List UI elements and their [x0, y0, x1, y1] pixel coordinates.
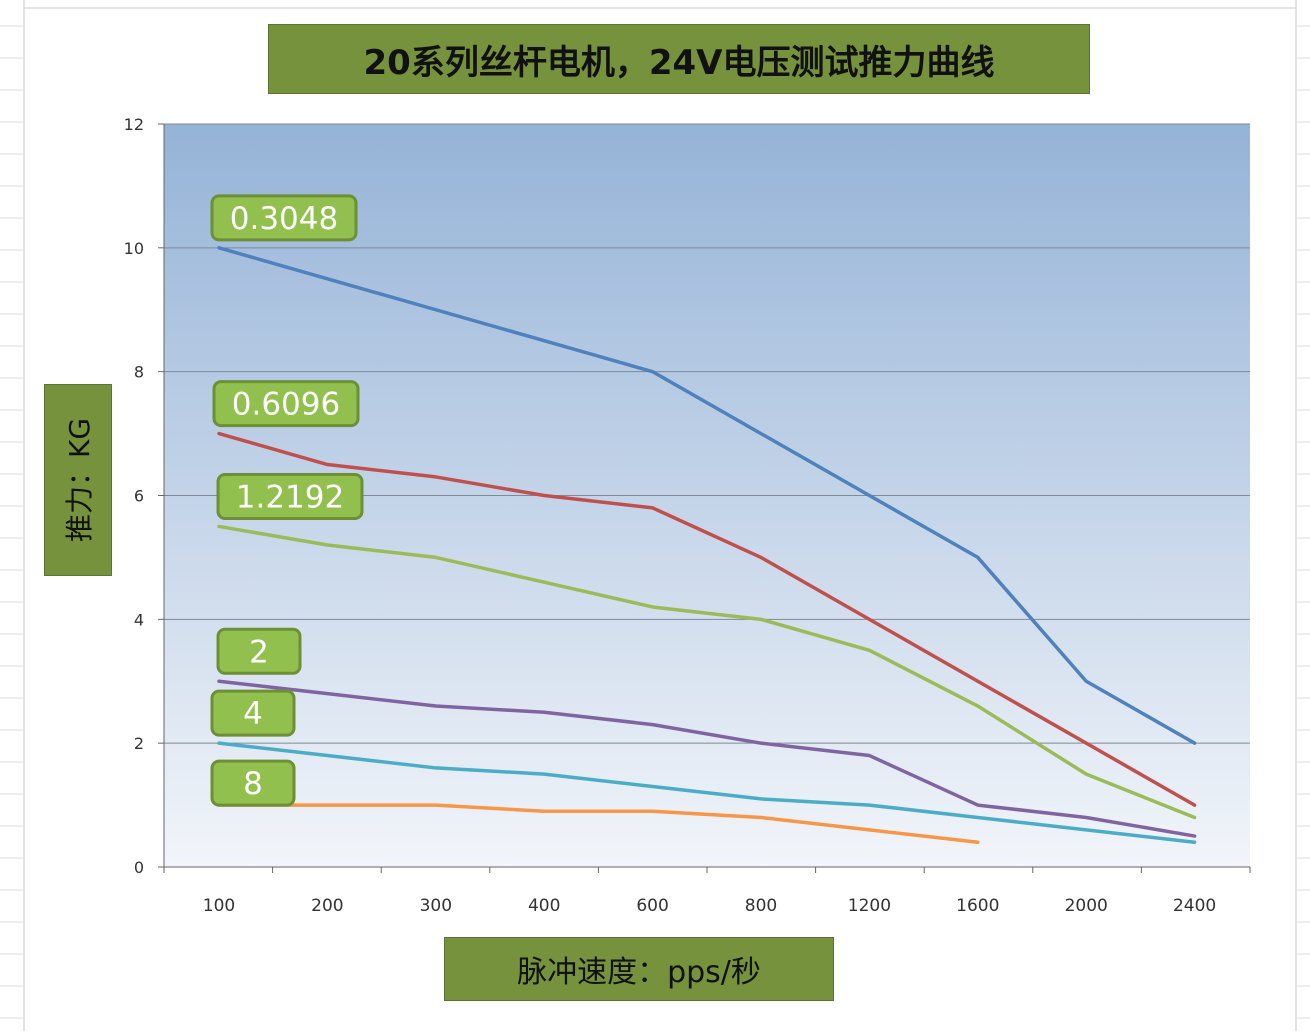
series-label-3: 2 [249, 634, 269, 670]
x-tick-label: 300 [420, 896, 452, 916]
series-label-box-1 [212, 380, 360, 428]
series-line-4 [217, 741, 1197, 844]
chart-title-text: 20系列丝杆电机，24V电压测试推力曲线 [363, 42, 995, 83]
y-tick-label: 2 [134, 734, 144, 753]
series-label-box-2 [216, 472, 364, 520]
x-tick-label: 600 [636, 896, 668, 916]
x-tick-label: 1200 [848, 896, 891, 916]
x-axis-label: 脉冲速度：pps/秒 [444, 937, 834, 1001]
series-label-0: 0.3048 [230, 201, 338, 237]
x-tick-label: 1600 [956, 896, 999, 916]
series-label-box-3 [216, 627, 302, 675]
series-line-2 [217, 524, 1197, 820]
y-tick-label: 12 [124, 115, 144, 134]
x-tick-label: 400 [528, 896, 560, 916]
x-tick-label: 2000 [1065, 896, 1108, 916]
series-line-5 [217, 803, 980, 844]
series-label-4: 4 [243, 696, 263, 732]
series-line-3 [217, 679, 1197, 838]
x-tick-label: 200 [311, 896, 343, 916]
series-label-box-4 [210, 689, 296, 737]
y-tick-label: 4 [134, 610, 144, 629]
chart-title: 20系列丝杆电机，24V电压测试推力曲线 [268, 24, 1090, 94]
series-label-box-5 [210, 759, 296, 807]
x-tick-label: 800 [745, 896, 777, 916]
y-tick-label: 8 [134, 363, 144, 382]
x-tick-label: 2400 [1173, 896, 1216, 916]
series-line-1 [217, 431, 1197, 807]
y-tick-label: 10 [124, 239, 144, 258]
series-line-0 [217, 246, 1197, 745]
y-tick-label: 0 [134, 858, 144, 877]
series-label-1: 0.6096 [232, 387, 340, 423]
x-axis-label-text: 脉冲速度：pps/秒 [517, 955, 761, 990]
x-tick-label: 100 [203, 896, 235, 916]
series-label-5: 8 [243, 766, 263, 802]
y-axis-label: 推力：KG [44, 384, 112, 576]
series-label-box-0 [210, 194, 358, 242]
series-label-2: 1.2192 [236, 479, 344, 515]
y-axis-label-text: 推力：KG [63, 417, 96, 543]
y-tick-label: 6 [134, 487, 144, 506]
